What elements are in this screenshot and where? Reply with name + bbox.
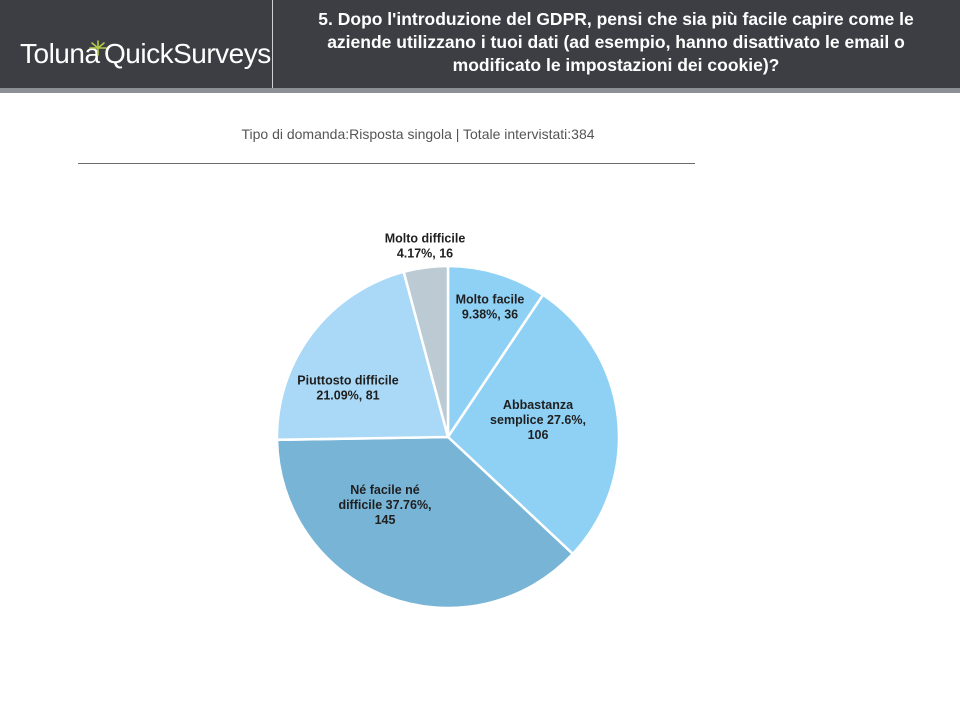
pie-slice-4 [275,270,450,442]
slice-data-label-5: Molto difficile 4.17%, 16 [385,232,466,261]
header-divider [0,88,960,93]
logo: Toluna QuickSurveys [0,0,273,88]
leaf-icon [89,40,107,56]
slice-data-label-1: Molto facile 9.38%, 36 [456,293,525,322]
pie-slice-2 [446,293,621,556]
logo-quicksurveys-text: QuickSurveys [104,38,271,69]
slice-data-label-4: Piuttosto difficile 21.09%, 81 [297,374,398,403]
question-title: 5. Dopo l'introduzione del GDPR, pensi c… [318,9,914,75]
slice-data-label-2: Abbastanza semplice 27.6%, 106 [490,398,586,442]
slice-data-label-3: Né facile né difficile 37.76%, 145 [338,483,431,527]
subtitle-rule [78,163,695,164]
header-bar: Toluna QuickSurveys 5. Dopo l'introduzio… [0,0,960,88]
pie-slice-5 [402,264,450,438]
logo-toluna-text: Toluna [20,38,100,69]
pie-slice-1 [446,264,545,442]
pie-slice-3 [275,435,575,610]
chart-subtitle: Tipo di domanda:Risposta singola | Total… [241,126,595,142]
